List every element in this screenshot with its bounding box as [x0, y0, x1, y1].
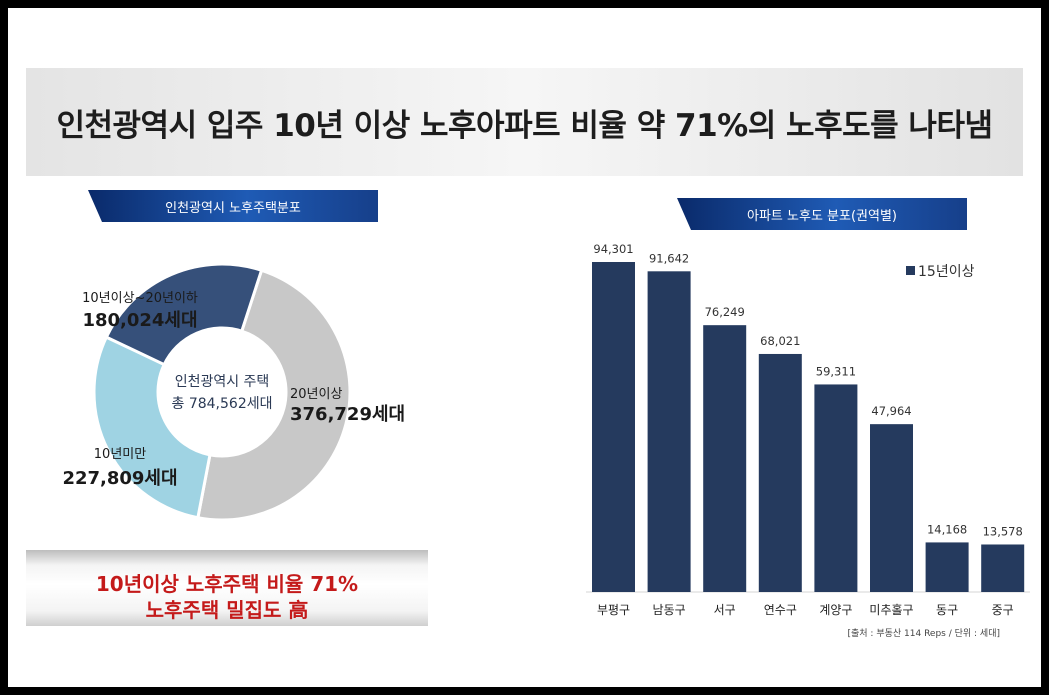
bar-동구: [925, 542, 969, 592]
summary-line-2: 노후주택 밀집도 高: [145, 598, 309, 622]
donut-chart-title: 인천광역시 노후주택분포: [88, 190, 378, 222]
category-label: 미추홀구: [869, 603, 913, 617]
summary-box: 10년이상 노후주택 비율 71% 노후주택 밀집도 高: [26, 550, 428, 626]
bar-value-label: 76,249: [705, 305, 745, 319]
category-label: 부평구: [597, 603, 630, 617]
bar-value-label: 47,964: [871, 404, 911, 418]
bar-chart-title: 아파트 노후도 분포(권역별): [677, 198, 967, 230]
legend-label: 15년이상: [918, 264, 975, 280]
label-under10-value: 227,809세대: [62, 468, 177, 489]
donut-center-label-1: 인천광역시 주택: [175, 374, 270, 390]
slice-10to20: [104, 262, 264, 367]
bar-부평구: [592, 262, 635, 592]
label-10to20-value: 180,024세대: [82, 310, 197, 331]
bar-value-label: 59,311: [816, 364, 856, 378]
slice-20plus: [196, 268, 352, 522]
category-label: 연수구: [764, 603, 797, 617]
bar-value-label: 91,642: [649, 251, 689, 265]
bar-value-label: 14,168: [927, 522, 967, 536]
bar-미추홀구: [870, 424, 913, 592]
category-label: 동구: [936, 603, 958, 617]
title-bar: 인천광역시 입주 10년 이상 노후아파트 비율 약 71%의 노후도를 나타냄: [26, 68, 1023, 176]
bar-연수구: [758, 353, 802, 592]
summary-line-1: 10년이상 노후주택 비율 71%: [95, 572, 359, 596]
category-label: 계양구: [819, 603, 852, 617]
category-label: 중구: [992, 603, 1014, 617]
slice-under10: [92, 335, 212, 520]
bar-value-label: 68,021: [760, 334, 800, 348]
label-under10-name: 10년미만: [94, 447, 146, 462]
donut-chart: 인천광역시 주택총 784,562세대 20년이상 376,729세대 10년미만 22…: [62, 262, 405, 522]
bar-서구: [703, 325, 747, 592]
label-20plus-name: 20년이상: [290, 387, 342, 402]
bar-chart: 94,301 부평구 91,642 남동구 76,249 서구 68,021 연수구 59,31…: [586, 242, 1030, 639]
legend-swatch: [906, 266, 915, 275]
label-20plus-value: 376,729세대: [290, 404, 405, 425]
category-label: 서구: [714, 603, 736, 617]
page-title: 인천광역시 입주 10년 이상 노후아파트 비율 약 71%의 노후도를 나타냄: [56, 107, 994, 144]
donut-center-label-2: 총 784,562세대: [172, 396, 273, 412]
bar-중구: [981, 544, 1025, 592]
label-10to20-name: 10년이상~20년이하: [82, 291, 198, 306]
slide: 인천광역시 입주 10년 이상 노후아파트 비율 약 71%의 노후도를 나타냄…: [8, 8, 1041, 687]
bar-남동구: [647, 271, 691, 592]
bar-value-label: 94,301: [593, 242, 633, 256]
category-label: 남동구: [653, 603, 686, 617]
source-note: [출처 : 부동산 114 Reps / 단위 : 세대]: [848, 627, 1001, 639]
bar-value-label: 13,578: [983, 524, 1023, 538]
bar-계양구: [814, 384, 858, 592]
